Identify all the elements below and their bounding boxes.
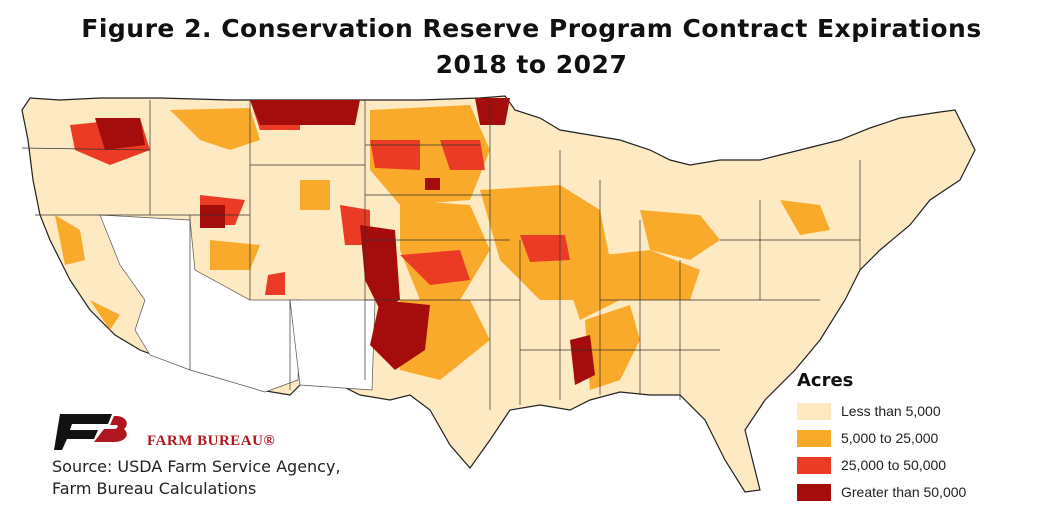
legend-item: 25,000 to 50,000 <box>797 453 966 477</box>
legend-item: 5,000 to 25,000 <box>797 426 966 450</box>
white-region-nm <box>289 299 376 391</box>
legend-swatch <box>797 483 831 501</box>
state-borders <box>21 100 861 410</box>
brand-name: FARM BUREAU® <box>147 433 276 449</box>
legend-label: 5,000 to 25,000 <box>841 430 939 446</box>
farm-bureau-logo-icon <box>54 414 127 450</box>
us-outline <box>21 95 976 493</box>
legend-title: Acres <box>797 370 854 391</box>
legend: Acres Less than 5,000 5,000 to 25,000 25… <box>797 370 966 507</box>
source-note: Source: USDA Farm Service Agency, Farm B… <box>52 456 341 500</box>
legend-label: Greater than 50,000 <box>841 484 967 500</box>
legend-swatch <box>797 429 831 447</box>
legend-item: Greater than 50,000 <box>797 480 966 504</box>
tier-gt-50k <box>95 98 595 385</box>
legend-label: Less than 5,000 <box>841 403 941 419</box>
source-line2: Farm Bureau Calculations <box>52 479 257 498</box>
legend-swatch <box>797 402 831 420</box>
map-title-line1: Figure 2. Conservation Reserve Program C… <box>81 14 982 43</box>
legend-item: Less than 5,000 <box>797 399 966 423</box>
white-region-west <box>99 214 301 393</box>
map-title-line2: 2018 to 2027 <box>435 50 628 79</box>
legend-swatch <box>797 456 831 474</box>
source-line1: Source: USDA Farm Service Agency, <box>52 457 341 476</box>
legend-label: 25,000 to 50,000 <box>841 457 947 473</box>
